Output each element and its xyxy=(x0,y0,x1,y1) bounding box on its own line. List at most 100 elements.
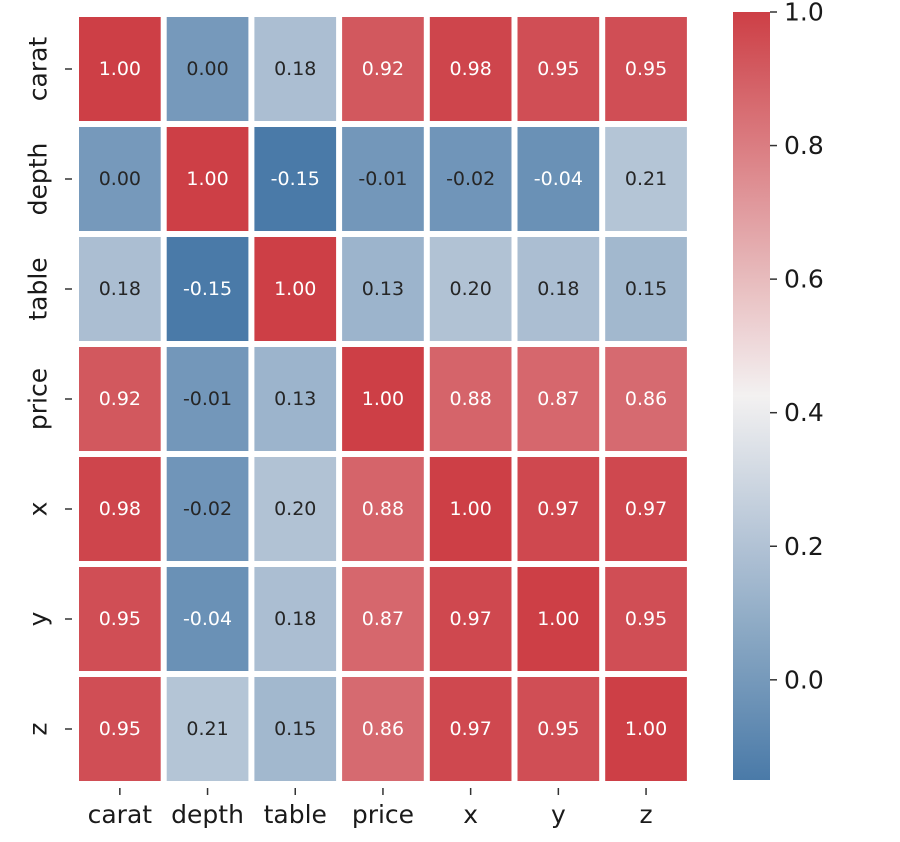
y-tick-label-table: table xyxy=(24,257,53,320)
cell-value-label: 0.95 xyxy=(537,58,579,80)
cell-value-label: 0.18 xyxy=(274,608,316,630)
heatmap-cell-z-y xyxy=(517,677,600,781)
heatmap-cell-table-x xyxy=(429,237,512,341)
cell-value-label: -0.01 xyxy=(183,388,232,410)
heatmap-cell-x-y xyxy=(517,457,600,561)
cell-value-label: 0.13 xyxy=(274,388,316,410)
heatmap-cell-price-x xyxy=(429,347,512,451)
heatmap-cell-x-z xyxy=(605,457,687,561)
heatmap-cell-depth-z xyxy=(605,127,687,231)
y-tick-label-price: price xyxy=(24,368,53,430)
heatmap-cell-y-price xyxy=(342,567,424,671)
heatmap-cell-labels: 1.00 0.00 0.18 0.92 0.98 0.95 0.95 0.00 1.00 -0.1… xyxy=(99,58,668,740)
cell-value-label: 0.87 xyxy=(537,388,579,410)
cell-value-label: 0.86 xyxy=(625,388,667,410)
cell-value-label: 1.00 xyxy=(362,388,404,410)
heatmap-cell-carat-z xyxy=(605,17,687,121)
heatmap-cell-z-price xyxy=(342,677,424,781)
heatmap-cell-x-table xyxy=(254,457,337,561)
heatmap-cell-depth-price xyxy=(342,127,424,231)
cell-value-label: 0.15 xyxy=(625,278,667,300)
y-tick-label-y: y xyxy=(24,611,53,626)
heatmap-cell-z-x xyxy=(429,677,512,781)
cell-value-label: 0.97 xyxy=(449,608,491,630)
x-tick-label-z: z xyxy=(639,800,652,829)
heatmap-cell-price-price xyxy=(342,347,424,451)
heatmap-cell-x-x xyxy=(429,457,512,561)
colorbar-tick-label: 1.0 xyxy=(784,0,824,27)
heatmap-cell-carat-table xyxy=(254,17,337,121)
cell-value-label: 0.13 xyxy=(362,278,404,300)
colorbar-tick-label: 0.2 xyxy=(784,532,824,561)
heatmap-cell-depth-carat xyxy=(79,127,161,231)
cell-value-label: 0.95 xyxy=(625,608,667,630)
x-tick-label-x: x xyxy=(463,800,478,829)
heatmap-cell-carat-y xyxy=(517,17,600,121)
cell-value-label: 0.88 xyxy=(362,498,404,520)
cell-value-label: -0.15 xyxy=(183,278,232,300)
x-tick-label-y: y xyxy=(551,800,566,829)
heatmap-cell-y-table xyxy=(254,567,337,671)
y-tick-label-x: x xyxy=(24,502,53,517)
colorbar-tick-label: 0.0 xyxy=(784,665,824,694)
cell-value-label: 0.87 xyxy=(362,608,404,630)
heatmap-cell-price-z xyxy=(605,347,687,451)
heatmap-cell-y-depth xyxy=(166,567,249,671)
heatmap-cell-price-carat xyxy=(79,347,161,451)
heatmap-cell-z-z xyxy=(605,677,687,781)
cell-value-label: 1.00 xyxy=(625,718,667,740)
heatmap-cell-carat-carat xyxy=(79,17,161,121)
y-tick-label-depth: depth xyxy=(24,143,53,216)
heatmap-cell-table-y xyxy=(517,237,600,341)
cell-value-label: 0.98 xyxy=(99,498,141,520)
cell-value-label: 1.00 xyxy=(274,278,316,300)
cell-value-label: -0.01 xyxy=(358,168,407,190)
heatmap-cell-y-carat xyxy=(79,567,161,671)
cell-value-label: 1.00 xyxy=(449,498,491,520)
cell-value-label: 0.97 xyxy=(537,498,579,520)
cell-value-label: -0.02 xyxy=(183,498,232,520)
colorbar-tick-label: 0.6 xyxy=(784,265,824,294)
cell-value-label: 0.86 xyxy=(362,718,404,740)
cell-value-label: -0.04 xyxy=(183,608,232,630)
heatmap-cell-table-price xyxy=(342,237,424,341)
cell-value-label: 0.21 xyxy=(186,718,228,740)
cell-value-label: -0.04 xyxy=(534,168,583,190)
x-tick-label-carat: carat xyxy=(88,800,153,829)
colorbar-tick-label: 0.4 xyxy=(784,398,824,427)
heatmap-cell-x-carat xyxy=(79,457,161,561)
cell-value-label: 0.21 xyxy=(625,168,667,190)
heatmap-cell-z-table xyxy=(254,677,337,781)
heatmap-cell-z-depth xyxy=(166,677,249,781)
cell-value-label: 0.18 xyxy=(537,278,579,300)
colorbar-tick-label: 0.8 xyxy=(784,131,824,160)
cell-value-label: 0.00 xyxy=(99,168,141,190)
heatmap-cell-table-depth xyxy=(166,237,249,341)
y-tick-label-carat: carat xyxy=(24,37,53,102)
cell-value-label: -0.15 xyxy=(271,168,320,190)
cell-value-label: 0.88 xyxy=(449,388,491,410)
heatmap-cell-carat-depth xyxy=(166,17,249,121)
x-tick-label-depth: depth xyxy=(171,800,244,829)
heatmap-cell-price-depth xyxy=(166,347,249,451)
cell-value-label: 1.00 xyxy=(186,168,228,190)
cell-value-label: 1.00 xyxy=(537,608,579,630)
heatmap-cell-x-price xyxy=(342,457,424,561)
heatmap-cells xyxy=(79,17,687,781)
cell-value-label: 0.92 xyxy=(362,58,404,80)
heatmap-cell-y-z xyxy=(605,567,687,671)
cell-value-label: 0.20 xyxy=(274,498,316,520)
cell-value-label: 0.95 xyxy=(99,718,141,740)
colorbar: 0.0 0.2 0.4 0.6 0.8 1.0 xyxy=(733,0,824,780)
heatmap-cell-table-z xyxy=(605,237,687,341)
heatmap-cell-depth-table xyxy=(254,127,337,231)
cell-value-label: 0.20 xyxy=(449,278,491,300)
cell-value-label: 0.18 xyxy=(274,58,316,80)
cell-value-label: 0.97 xyxy=(625,498,667,520)
cell-value-label: 1.00 xyxy=(99,58,141,80)
heatmap-cell-table-table xyxy=(254,237,337,341)
heatmap-cell-depth-depth xyxy=(166,127,249,231)
heatmap-cell-x-depth xyxy=(166,457,249,561)
cell-value-label: 0.18 xyxy=(99,278,141,300)
